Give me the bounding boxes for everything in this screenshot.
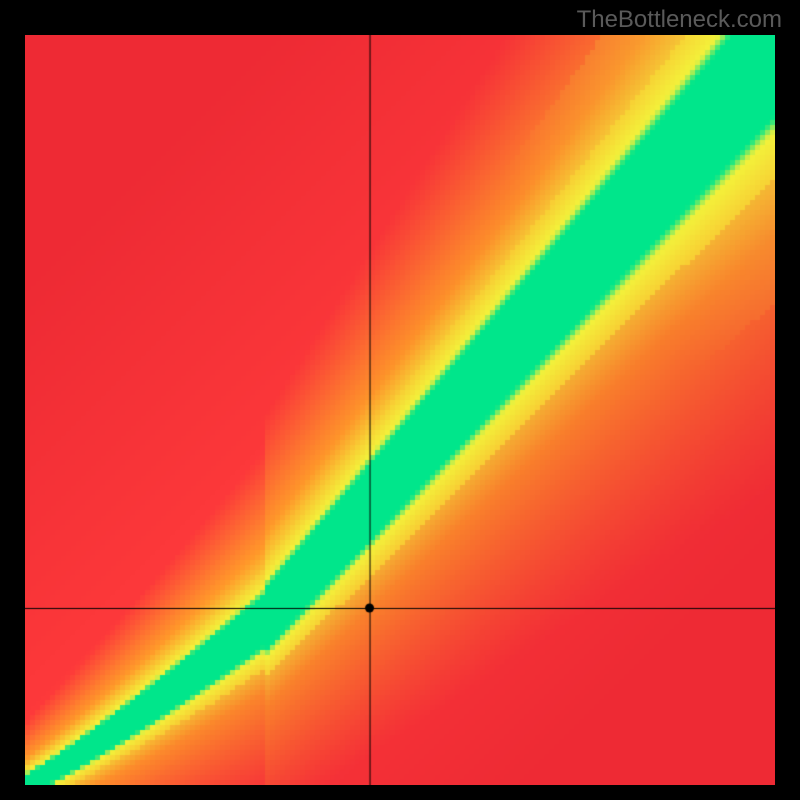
chart-container: TheBottleneck.com [0, 0, 800, 800]
bottleneck-heatmap [25, 35, 775, 785]
watermark: TheBottleneck.com [577, 6, 782, 34]
